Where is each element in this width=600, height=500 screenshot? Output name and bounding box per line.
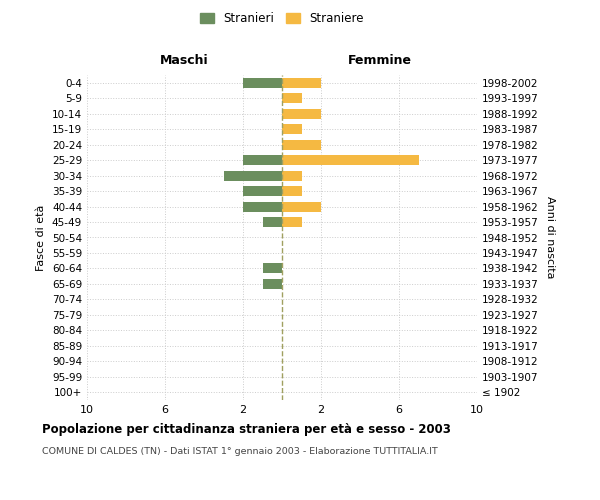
Text: Femmine: Femmine: [347, 54, 412, 68]
Bar: [263, 264, 282, 274]
Bar: [282, 140, 321, 149]
Bar: [263, 279, 282, 289]
Bar: [282, 78, 321, 88]
Bar: [243, 78, 282, 88]
Text: Maschi: Maschi: [160, 54, 209, 68]
Bar: [223, 170, 282, 180]
Bar: [282, 217, 302, 227]
Bar: [263, 217, 282, 227]
Y-axis label: Anni di nascita: Anni di nascita: [545, 196, 555, 279]
Bar: [282, 93, 302, 103]
Bar: [243, 202, 282, 211]
Bar: [282, 186, 302, 196]
Text: COMUNE DI CALDES (TN) - Dati ISTAT 1° gennaio 2003 - Elaborazione TUTTITALIA.IT: COMUNE DI CALDES (TN) - Dati ISTAT 1° ge…: [42, 448, 438, 456]
Y-axis label: Fasce di età: Fasce di età: [37, 204, 46, 270]
Legend: Stranieri, Straniere: Stranieri, Straniere: [196, 8, 368, 28]
Bar: [282, 108, 321, 118]
Bar: [282, 124, 302, 134]
Bar: [282, 202, 321, 211]
Bar: [282, 170, 302, 180]
Text: Popolazione per cittadinanza straniera per età e sesso - 2003: Popolazione per cittadinanza straniera p…: [42, 422, 451, 436]
Bar: [282, 155, 419, 165]
Bar: [243, 155, 282, 165]
Bar: [243, 186, 282, 196]
